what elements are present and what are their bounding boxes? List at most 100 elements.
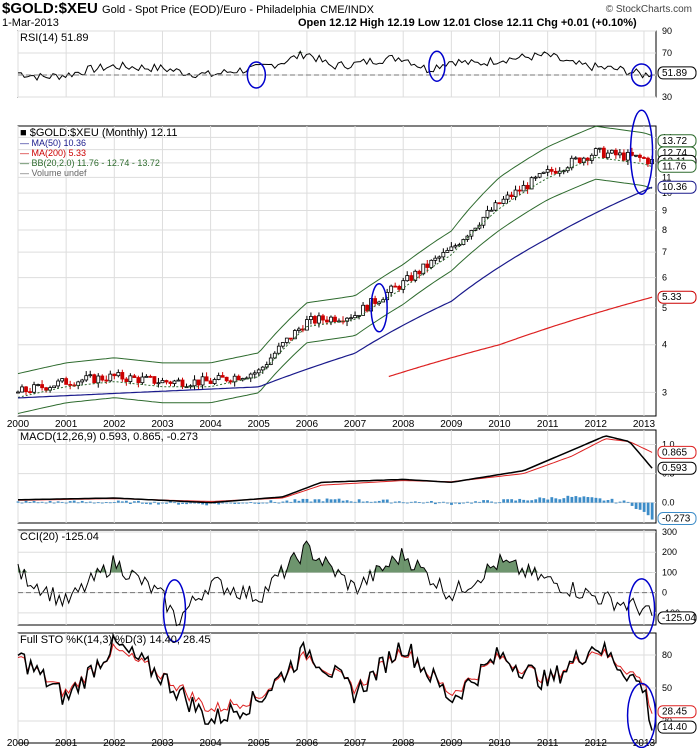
macd-histogram-bar: [361, 501, 365, 503]
candle-body: [228, 380, 233, 383]
x-tick-label-bottom: 2002: [103, 738, 126, 748]
candle-body: [309, 316, 313, 321]
cci-tick-label: 300: [662, 527, 677, 537]
candle-body: [92, 374, 97, 384]
candle-body: [609, 149, 614, 154]
macd-histogram-bar: [389, 502, 393, 504]
macd-histogram-bar: [80, 500, 84, 503]
candle-body: [501, 198, 506, 204]
macd-histogram-bar: [265, 502, 269, 504]
macd-histogram-bar: [530, 500, 534, 503]
macd-histogram-bar: [650, 502, 654, 520]
macd-histogram-bar: [76, 502, 80, 504]
macd-histogram-bar: [566, 495, 570, 503]
macd-histogram-bar: [474, 501, 477, 503]
rsi-line: [17, 50, 653, 81]
x-tick-label-bottom: 2001: [55, 738, 78, 748]
macd-histogram-bar: [116, 500, 120, 503]
candle-body: [40, 384, 44, 389]
candle-body: [401, 280, 406, 290]
panel-frame-3: [17, 529, 657, 626]
candle-body: [405, 275, 410, 282]
rsi-value-label: 51.89: [662, 68, 687, 79]
x-tick-label-bottom: 2007: [344, 738, 367, 748]
macd-histogram-bar: [229, 502, 233, 504]
macd-histogram-bar: [594, 497, 598, 503]
candle-body: [132, 375, 137, 378]
candle-body: [104, 379, 109, 382]
macd-histogram-bar: [120, 501, 124, 503]
price-legend-title: ■ $GOLD:$XEU (Monthly) 12.11: [20, 127, 177, 139]
candle-body: [545, 169, 550, 173]
macd-histogram-bar: [409, 501, 413, 503]
x-tick-label: 2000: [7, 419, 30, 430]
macd-histogram-bar: [466, 501, 469, 503]
candle-body: [333, 316, 337, 322]
macd-histogram-bar: [510, 499, 514, 503]
macd-histogram-bar: [269, 500, 273, 503]
macd-histogram-bar: [197, 502, 201, 504]
macd-histogram-bar: [586, 497, 590, 503]
candle-body: [437, 256, 442, 259]
macd-histogram-bar: [185, 502, 188, 505]
ma200-value-label: 5.33: [662, 292, 682, 303]
candle-body: [284, 337, 289, 343]
chart-date: 1-Mar-2013: [2, 17, 59, 29]
macd-histogram-bar: [353, 501, 357, 503]
candle-body: [160, 380, 165, 384]
price-legend-item: — Volume undef: [20, 168, 87, 178]
bb-lower-value-label: 11.76: [662, 161, 687, 172]
macd-histogram-bar: [522, 499, 526, 503]
x-tick-label: 2007: [344, 419, 367, 430]
macd-histogram-bar: [149, 502, 152, 505]
macd-signal-value-label: 0.865: [662, 447, 687, 458]
sto-d-value-label: 28.45: [662, 707, 687, 718]
candle-body: [164, 380, 169, 383]
macd-histogram-bar: [56, 501, 60, 503]
macd-histogram-bar: [438, 502, 441, 504]
macd-histogram-bar: [40, 501, 44, 503]
x-tick-label-bottom: 2008: [392, 738, 415, 748]
candle-body: [208, 380, 213, 384]
rsi-tick-label: 30: [662, 92, 672, 102]
macd-histogram-bar: [52, 502, 56, 504]
candle-body: [84, 375, 89, 381]
macd-histogram-bar: [526, 500, 530, 503]
candle-body: [140, 376, 145, 384]
candle-body: [180, 379, 185, 388]
candle-body: [232, 375, 237, 383]
candle-body: [553, 170, 558, 174]
macd-histogram-bar: [92, 502, 96, 504]
x-tick-label: 2006: [296, 419, 319, 430]
bb-upper-value-label: 13.72: [662, 136, 687, 147]
candle-body: [192, 379, 197, 387]
bb-upper-line: [17, 125, 653, 375]
panel-frame-1: [17, 125, 657, 417]
candle-body: [236, 375, 241, 381]
macd-histogram-bar: [16, 501, 20, 503]
macd-histogram-bar: [614, 502, 618, 504]
macd-histogram-bar: [634, 502, 638, 509]
macd-histogram-bar: [417, 502, 421, 503]
x-tick-label-bottom: 2010: [488, 738, 511, 748]
macd-histogram-bar: [430, 500, 433, 503]
macd-histogram-bar: [253, 502, 257, 504]
rsi-tick-label: 70: [662, 48, 672, 58]
macd-histogram-bar: [128, 502, 132, 504]
panel-frame-2: [17, 429, 657, 524]
macd-histogram-bar: [405, 502, 409, 504]
macd-histogram-bar: [145, 502, 148, 504]
candle-body: [44, 387, 48, 391]
candle-body: [429, 259, 434, 268]
macd-histogram-bar: [257, 502, 261, 504]
x-tick-label: 2002: [103, 419, 126, 430]
cci-tick-label: 0: [662, 588, 667, 598]
macd-histogram-bar: [554, 498, 558, 503]
macd-histogram-bar: [153, 501, 156, 503]
rsi-annotation-circle: [428, 50, 446, 82]
macd-tick-label: 0.0: [662, 498, 675, 508]
macd-histogram-bar: [434, 502, 437, 505]
macd-histogram-bar: [108, 502, 112, 504]
macd-histogram-bar: [72, 500, 76, 503]
